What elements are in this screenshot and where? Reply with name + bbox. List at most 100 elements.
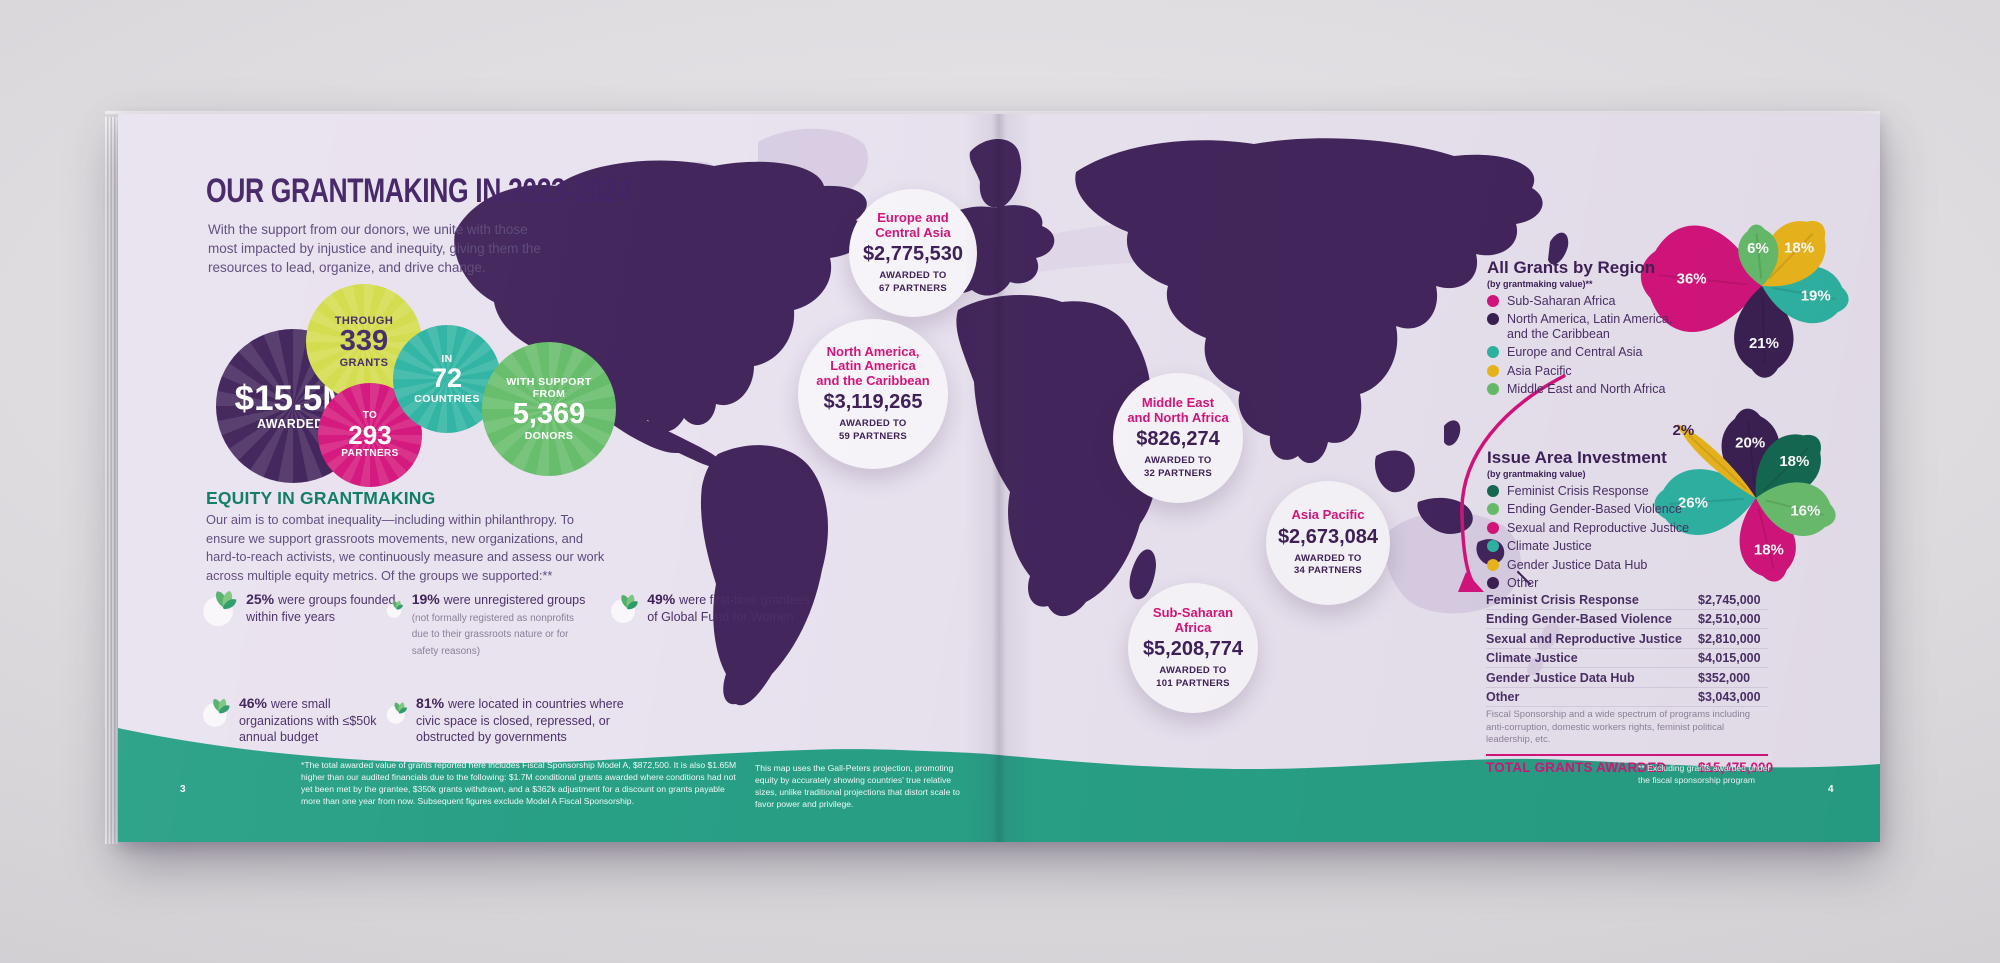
table-row-label: Other [1486,690,1520,704]
petal-crease [1765,499,1824,516]
leaf-pie-icon [611,594,638,624]
equity-body: Our aim is to combat inequality—includin… [206,512,605,584]
petal-value-label: 18% [1779,453,1809,470]
table-row: Sexual and Reproductive Justice $2,810,00… [1486,629,1768,649]
table-row-value: $2,510,000 [1698,612,1761,626]
table-row-label: Gender Justice Data Hub [1486,670,1635,685]
table-row-value: $352,000 [1698,670,1751,685]
region-chart-title: All Grants by Region [1487,258,1656,277]
legend-dot [1487,295,1499,307]
map-callout-2: North America, Latin America and the Car… [798,319,948,469]
petal-value-label: 26% [1678,494,1708,511]
legend-label: Ending Gender-Based Violence [1507,502,1682,517]
petal-crease [1669,497,1744,506]
legend-item: Feminist Crisis Response [1487,484,1717,498]
equity-stat-percent: 19% [411,591,444,607]
table-row: Ending Gender-Based Violence $2,510,000 [1486,610,1768,629]
table-row-label: Climate Justice [1486,651,1578,665]
stat-circle-pre-label: WITH SUPPORT FROM [506,376,592,401]
equity-stat-19: 19% were unregistered groups (not formal… [386,582,592,658]
callout-partners: AWARDED TO 67 PARTNERS [878,270,948,294]
table-row-value: $2,745,000 [1698,592,1761,607]
leaf-pie-icon [203,698,230,727]
equity-stat-81: 81% were located in countries where civi… [386,686,636,746]
legend-label: Asia Pacific [1507,363,1572,378]
legend-item: Climate Justice [1487,539,1717,553]
petal-north-america-latin-america- [1734,286,1794,378]
callout-partners: AWARDED TO 34 PARTNERS [1293,552,1363,577]
issue-flower-chart: 18% 16% 18% 26% 2% 20% [1654,408,1836,582]
legend-label: Gender Justice Data Hub [1507,557,1648,572]
issue-chart-header: Issue Area Investment (by grantmaking va… [1487,448,1667,479]
legend-item: Europe and Central Asia [1487,345,1717,359]
petal-crease [1761,296,1766,365]
equity-stat-25: 25% were groups founded within five year… [202,582,402,638]
petal-crease [1762,446,1810,492]
legend-dot [1487,346,1499,359]
leaf-pie-icon [203,591,237,627]
petal-climate-justice [1654,469,1756,535]
petal-value-label: 20% [1735,435,1765,452]
page-stack-edge [105,117,118,844]
legend-dot [1487,558,1499,571]
legend-label: Sexual and Reproductive Justice [1507,520,1690,535]
legend-dot [1487,576,1499,589]
legend-item: Sexual and Reproductive Justice [1487,521,1717,535]
issue-investment-table: Feminist Crisis Response $2,745,000 Ending… [1486,590,1773,775]
legend-dot [1487,364,1499,377]
petal-crease [1658,274,1748,286]
table-row: Other $3,043,000 [1486,688,1768,707]
stat-circle-value: 5,369 [512,398,586,431]
petal-crease [1757,507,1775,570]
equity-stat-text: 49% were first-time grantees of Global F… [647,591,810,624]
equity-stat-text: 25% were groups founded within five year… [246,591,396,624]
issue-chart-subtitle: (by grantmaking value) [1487,469,1586,479]
legend-dot [1487,540,1499,553]
stat-circle-post-label: AWARDED* [257,416,329,431]
equity-stat-text: 81% were located in countries where civi… [416,695,624,744]
petal-asia-pacific [1761,221,1826,287]
callout-region-name: North America, Latin America and the Car… [816,343,930,388]
stat-circle-post-label: COUNTRIES [414,392,480,405]
table-row-value: $3,043,000 [1698,690,1761,704]
stat-circle-post-label: DONORS [524,429,574,442]
petal-feminist-crisis-response [1755,434,1821,499]
petal-ending-gender-based-violence [1756,482,1836,536]
table-row-value: $2,810,000 [1698,631,1761,646]
callout-region-name: Asia Pacific [1291,507,1365,523]
stat-circle-pre-label: IN [441,353,453,366]
legend-label: Europe and Central Asia [1507,345,1643,360]
issue-table-arrow [1458,374,1566,592]
map-callout-5: Sub-Saharan Africa $5,208,774 AWARDED TO 1… [1128,583,1258,713]
stat-circle-value: 293 [348,419,392,450]
legend-item: Ending Gender-Based Violence [1487,502,1717,516]
stat-circle-pre-label: THROUGH [334,314,394,327]
callout-region-name: Sub-Saharan Africa [1152,605,1234,635]
stat-circle-value: 339 [339,325,389,358]
petal-gender-justice-data-hub [1677,424,1756,498]
stat-circle-post-label: GRANTS [339,356,389,369]
green-wave-band [118,728,1880,842]
legend-dot [1487,485,1499,497]
callout-amount: $2,673,084 [1277,525,1379,548]
petal-value-label: 16% [1790,502,1820,519]
table-total-label: TOTAL GRANTS AWARDED [1486,759,1667,775]
table-other-note: Fiscal Sponsorship and a wide spectrum o… [1486,709,1751,746]
stat-circle-value: 72 [431,363,463,394]
legend-label: Middle East and North Africa [1507,381,1666,396]
equity-stat-percent: 25% [246,591,279,607]
petal-value-label: 2% [1672,422,1694,439]
table-row: Feminist Crisis Response $2,745,000 [1486,590,1768,610]
legend-label: Other [1507,575,1539,590]
region-chart-header: All Grants by Region (by grantmaking val… [1487,258,1655,289]
footnote-excluding-grants: ** Excluding grants awarded under the fi… [1638,763,1771,786]
report-spread: OUR GRANTMAKING IN 2023-2024 With the su… [105,111,1880,844]
legend-dot [1487,382,1499,395]
equity-stat-46: 46% were small organizations with ≤$50k … [202,686,402,746]
legend-item: Other [1487,576,1717,590]
equity-stat-note: (not formally registered as nonprofits d… [411,612,574,657]
equity-stat-percent: 49% [647,591,680,607]
callout-region-name: Europe and Central Asia [875,210,951,240]
equity-heading: EQUITY IN GRANTMAKING [206,488,436,508]
petal-value-label: 36% [1677,271,1707,288]
